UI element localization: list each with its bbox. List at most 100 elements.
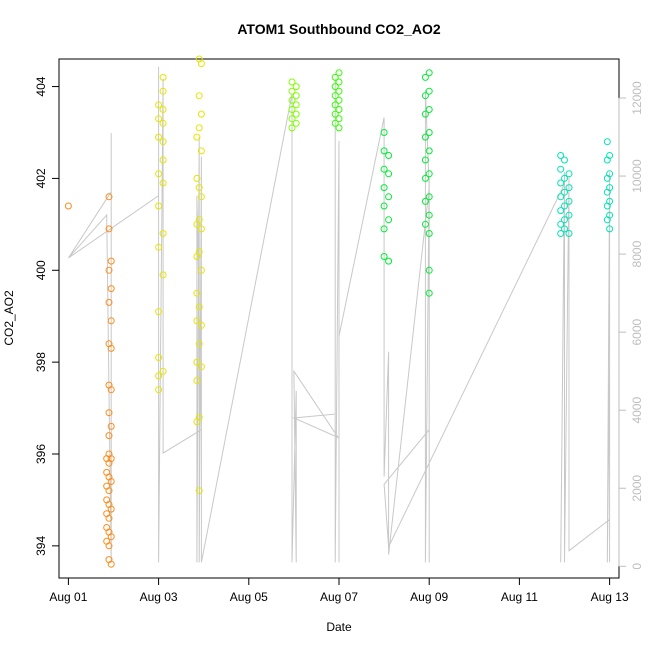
data-point [197, 147, 205, 155]
data-point [105, 193, 113, 201]
data-point [197, 193, 205, 201]
data-point [331, 83, 339, 91]
data-point [193, 377, 201, 384]
data-point [425, 170, 433, 178]
x-tick-label: Aug 05 [230, 590, 268, 604]
data-point [557, 179, 565, 187]
data-point [565, 170, 573, 178]
data-point [425, 230, 433, 237]
y2-tick-label: 12000 [630, 81, 644, 115]
data-point [155, 243, 163, 251]
data-point [385, 170, 393, 178]
y-tick-label: 396 [34, 444, 48, 464]
y-tick-label: 398 [34, 352, 48, 372]
data-point [155, 133, 163, 141]
data-point [193, 174, 201, 182]
y-tick-label: 394 [34, 536, 48, 556]
data-point [197, 110, 205, 118]
data-point [288, 124, 296, 132]
data-point [561, 156, 568, 164]
data-point [288, 115, 296, 123]
data-point [421, 133, 429, 141]
data-point [159, 156, 167, 164]
data-point [197, 321, 205, 329]
data-point [292, 119, 300, 127]
data-point [103, 455, 111, 463]
data-point [335, 115, 343, 123]
data-point [105, 298, 113, 306]
data-point [107, 455, 115, 463]
data-point [155, 101, 163, 109]
y2-tick-label: 6000 [630, 318, 644, 345]
data-point [331, 101, 339, 109]
data-point [195, 340, 203, 348]
data-point [385, 193, 393, 201]
data-point [193, 358, 201, 366]
data-point [425, 129, 433, 136]
data-point [331, 92, 339, 100]
data-point [159, 119, 167, 127]
data-point [335, 87, 343, 95]
data-point [159, 271, 167, 279]
data-point [380, 184, 388, 192]
data-point [107, 285, 115, 293]
y2-tick-label: 4000 [630, 397, 644, 424]
data-point [197, 266, 205, 274]
data-point [159, 230, 167, 237]
data-point [425, 87, 433, 95]
data-point [380, 225, 388, 233]
data-point [292, 110, 300, 118]
x-tick-label: Aug 13 [591, 590, 629, 604]
data-point [425, 266, 433, 274]
data-point [421, 110, 429, 118]
data-point [288, 78, 296, 86]
data-point [159, 73, 167, 81]
data-point [565, 197, 573, 205]
data-point [288, 87, 296, 95]
data-point [561, 202, 568, 210]
x-axis-label: Date [326, 620, 352, 634]
altitude-layer [67, 66, 611, 563]
data-point [155, 308, 163, 316]
data-point [606, 197, 614, 205]
data-point [421, 73, 429, 81]
data-point [421, 174, 429, 182]
data-point [159, 367, 167, 375]
data-point [105, 432, 113, 440]
data-point [425, 211, 433, 219]
data-point [561, 216, 568, 224]
data-point [385, 257, 393, 265]
data-point [606, 211, 614, 219]
data-point [380, 129, 388, 136]
data-point [335, 78, 343, 86]
data-point [155, 115, 163, 123]
data-point [107, 422, 115, 430]
y-tick-label: 400 [34, 260, 48, 280]
data-point [292, 101, 300, 109]
data-point [107, 478, 115, 485]
data-point [425, 289, 433, 297]
y2-tick-label: 2000 [630, 475, 644, 502]
data-point [107, 257, 115, 265]
data-point [103, 524, 111, 531]
altitude-series-line [67, 66, 611, 563]
data-point [335, 69, 343, 77]
data-point [103, 510, 111, 518]
y-axis-label: CO2_AO2 [2, 290, 16, 346]
points-layer [64, 55, 614, 568]
data-point [421, 197, 429, 205]
data-point [193, 289, 201, 297]
data-point [561, 174, 568, 182]
data-point [331, 73, 339, 81]
data-point [380, 147, 388, 155]
data-point [195, 413, 203, 421]
data-point [155, 386, 163, 394]
data-point [335, 106, 343, 113]
data-point [331, 110, 339, 118]
data-point [565, 211, 573, 219]
data-point [606, 225, 614, 233]
data-point [421, 156, 429, 164]
x-tick-label: Aug 07 [320, 590, 358, 604]
y-tick-label: 404 [34, 76, 48, 96]
